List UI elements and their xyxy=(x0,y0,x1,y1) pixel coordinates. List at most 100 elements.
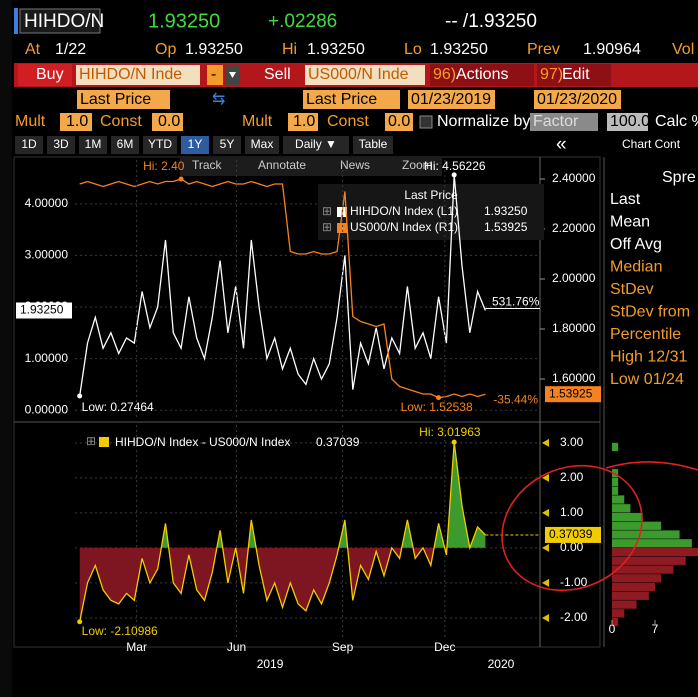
mult-label: Mult xyxy=(15,113,46,130)
hi-marker xyxy=(178,176,184,182)
legend-expand: ⊞ xyxy=(86,434,96,448)
const: 0.0 xyxy=(388,113,410,130)
input[interactable] xyxy=(288,113,318,131)
panel-row: Mean xyxy=(610,214,650,231)
hi-label: Hi: 2.40 xyxy=(143,159,185,173)
last-box xyxy=(545,526,601,543)
tool[interactable]: Zoom xyxy=(402,158,433,172)
y-tick-label: 4.00000 xyxy=(25,196,69,210)
panel-row: Median xyxy=(610,259,662,276)
tab-label: Max xyxy=(251,137,274,151)
date-input[interactable] xyxy=(408,90,495,109)
histogram-bar xyxy=(612,591,649,600)
mult: 1.0 xyxy=(293,113,315,130)
histogram-bar xyxy=(612,600,637,609)
stat-label: Vol xyxy=(672,41,694,58)
histogram-bar xyxy=(612,556,686,565)
tab[interactable] xyxy=(79,136,107,154)
stat-label: Op xyxy=(155,41,176,58)
input[interactable] xyxy=(385,113,413,131)
tool[interactable]: News xyxy=(340,158,370,172)
y2-tick-label: 1.60000 xyxy=(552,371,596,385)
date-input[interactable] xyxy=(534,90,621,109)
input[interactable] xyxy=(152,113,183,131)
const-label: Const xyxy=(100,113,142,130)
tab-label: 5Y xyxy=(220,137,235,151)
y-tick-label: -2.00 xyxy=(560,610,588,624)
const: 0.0 xyxy=(158,113,180,130)
factor-dropdown[interactable] xyxy=(530,113,598,131)
last-box xyxy=(16,302,72,319)
buy-button[interactable] xyxy=(18,64,72,86)
x-year-label: 2020 xyxy=(488,657,515,671)
stat-value: 1.93250 xyxy=(307,41,365,58)
y-tick-label: 0.00 xyxy=(560,540,584,554)
edit-button[interactable] xyxy=(537,64,611,86)
tick-arrow xyxy=(542,473,549,482)
left-strip xyxy=(0,0,12,697)
tab[interactable] xyxy=(353,136,393,154)
buy-ticker: HIHDO/N Inde xyxy=(79,66,182,83)
tool[interactable]: Annotate xyxy=(258,158,306,172)
histogram-bar xyxy=(612,521,662,530)
tab-bar: 1D 3D 1M 6M YTD 1Y 5Y Max Daily ▼ Table xyxy=(15,136,393,154)
tab[interactable] xyxy=(245,136,279,154)
histogram-bar xyxy=(612,477,619,487)
tab[interactable] xyxy=(15,136,43,154)
tab[interactable] xyxy=(47,136,75,154)
minus: - xyxy=(211,66,216,83)
histogram-bar xyxy=(612,617,619,627)
legend-value: 1.93250 xyxy=(484,204,528,218)
tool-bar xyxy=(180,157,442,176)
sell-label[interactable]: Sell xyxy=(264,66,291,83)
field-dropdown[interactable] xyxy=(303,90,400,109)
tab[interactable] xyxy=(143,136,177,154)
histogram-bar xyxy=(612,574,662,583)
ticker-box[interactable] xyxy=(19,8,101,34)
edit-num: 97) xyxy=(540,66,563,83)
stat-label: Prev xyxy=(527,41,560,58)
tick-arrow xyxy=(542,543,549,552)
series-line xyxy=(79,174,487,397)
tab[interactable] xyxy=(283,136,349,154)
tab[interactable] xyxy=(111,136,139,154)
tab-label: 1D xyxy=(21,137,37,151)
buy-input[interactable] xyxy=(76,65,200,85)
tab[interactable] xyxy=(181,136,209,154)
bid-ask: -- /1.93250 xyxy=(445,11,537,32)
low-marker xyxy=(77,619,83,625)
panel-row: StDev from xyxy=(610,304,690,321)
input[interactable] xyxy=(60,113,92,131)
tab[interactable] xyxy=(213,136,241,154)
y-tick-label: 0.00000 xyxy=(25,402,69,416)
end-date: 01/23/2020 xyxy=(537,91,617,108)
histogram-bar xyxy=(612,495,625,504)
y-tick-label: 2.00 xyxy=(560,470,584,484)
field: Last Price xyxy=(80,91,151,108)
x-tick-label: Jun xyxy=(227,640,246,654)
hand-drawn-stroke xyxy=(605,461,698,471)
y-tick-label: 1.00000 xyxy=(25,351,69,365)
actions-button[interactable] xyxy=(430,64,534,86)
minus-box[interactable] xyxy=(207,65,223,85)
tick-arrow xyxy=(542,438,549,447)
checkbox[interactable] xyxy=(419,115,433,129)
tool[interactable]: Track xyxy=(192,158,223,172)
legend-name: HIHDO/N Index (L1) xyxy=(350,204,458,218)
sell-input[interactable] xyxy=(305,65,425,85)
tab-label: YTD xyxy=(148,137,172,151)
chart-controls[interactable]: Chart Cont xyxy=(622,137,681,151)
tab-label: 3D xyxy=(53,137,69,151)
x-tick-label: Sep xyxy=(332,640,354,654)
collapse[interactable]: « xyxy=(556,134,567,155)
start-date: 01/23/2019 xyxy=(411,91,491,108)
input[interactable] xyxy=(607,113,648,131)
normalize-label: Normalize by xyxy=(437,113,530,130)
hi-marker xyxy=(451,172,457,178)
field-dropdown[interactable] xyxy=(77,90,170,109)
tick-arrow xyxy=(542,508,549,517)
histogram-bar xyxy=(612,486,619,495)
swap-icon[interactable]: ⇆ xyxy=(212,91,225,108)
y2-tick-label: 2.40000 xyxy=(552,171,596,185)
